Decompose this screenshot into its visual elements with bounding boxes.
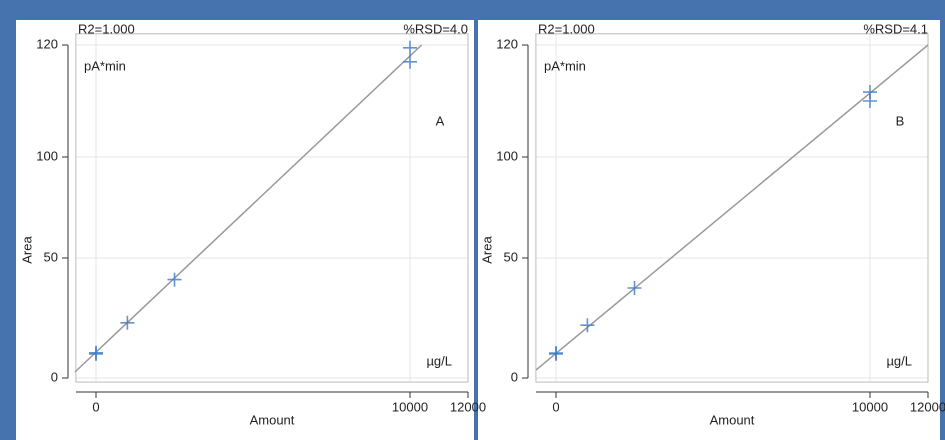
r2-label: R2=1.000: [78, 21, 135, 36]
fit-line: [74, 44, 423, 373]
x-unit: µg/L: [886, 353, 912, 368]
x-tick-label: 12000: [910, 399, 945, 414]
data-point: [580, 318, 595, 333]
panel-letter: B: [896, 113, 905, 128]
x-tick-label: 0: [92, 399, 99, 414]
y-tick-label: 100: [36, 148, 58, 163]
y-tick-label: 100: [496, 148, 518, 163]
y-unit: pA*min: [544, 58, 586, 73]
y-axis-label: Area: [479, 236, 494, 264]
y-tick-label: 120: [496, 36, 518, 51]
x-tick-label: 10000: [852, 399, 888, 414]
panel-a: [16, 20, 474, 440]
x-unit: µg/L: [426, 353, 452, 368]
data-point: [403, 54, 417, 69]
plot-frame: [535, 33, 929, 383]
data-point: [863, 85, 877, 100]
data-point: [627, 281, 642, 295]
x-axis-label: Amount: [710, 412, 755, 427]
fit-line: [535, 44, 929, 371]
x-axis-label: Amount: [250, 412, 295, 427]
data-point: [89, 345, 103, 360]
y-axis-label: Area: [19, 236, 34, 264]
panel-b: [478, 20, 940, 440]
y-tick-label: 120: [36, 36, 58, 51]
panel-letter: A: [436, 113, 445, 128]
y-unit: pA*min: [84, 58, 126, 73]
rsd-label: %RSD=4.0: [403, 21, 468, 36]
r2-label: R2=1.000: [538, 21, 595, 36]
rsd-label: %RSD=4.1: [863, 21, 928, 36]
y-tick-label: 0: [51, 369, 58, 384]
data-point: [167, 272, 182, 287]
y-tick-label: 50: [504, 249, 518, 264]
plot-frame: [75, 33, 469, 383]
data-point: [549, 346, 563, 361]
x-tick-label: 12000: [450, 399, 486, 414]
x-tick-label: 10000: [392, 399, 428, 414]
data-point: [120, 315, 135, 330]
x-tick-label: 0: [552, 399, 559, 414]
y-tick-label: 50: [44, 249, 58, 264]
y-tick-label: 0: [511, 369, 518, 384]
data-point: [403, 40, 417, 55]
